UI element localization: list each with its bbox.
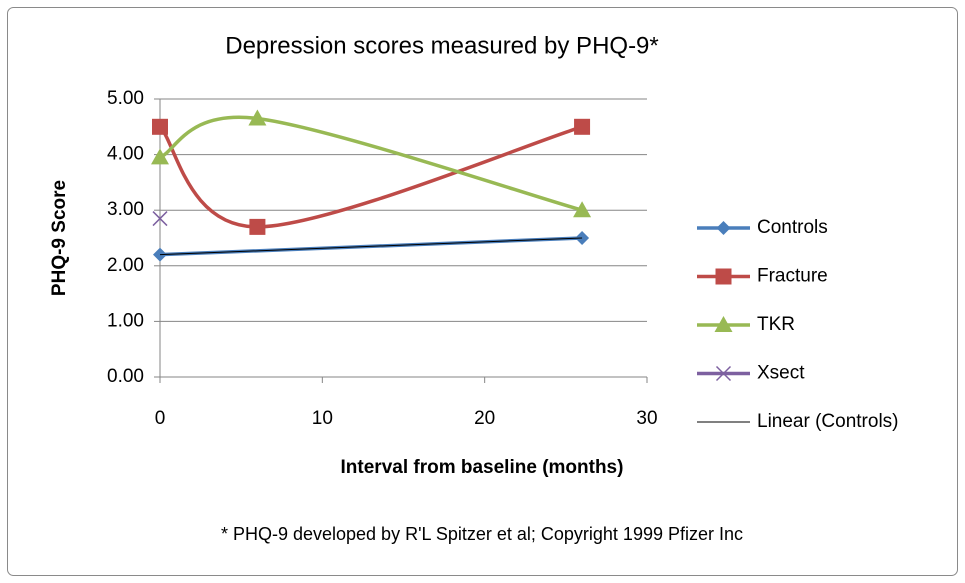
y-tick-label: 0.00 [107, 366, 144, 387]
marker [248, 109, 267, 126]
legend-label: Xsect [757, 363, 805, 384]
y-tick-label: 2.00 [107, 255, 144, 276]
marker [573, 201, 592, 218]
marker [152, 118, 168, 135]
marker [715, 365, 732, 382]
x-tick-label: 10 [312, 408, 333, 429]
legend-label: Fracture [757, 266, 828, 287]
footnote: * PHQ-9 developed by R'L Spitzer et al; … [221, 524, 743, 544]
legend-label: TKR [757, 314, 795, 335]
marker [714, 316, 733, 332]
marker [249, 218, 266, 235]
x-tick-label: 0 [155, 408, 166, 429]
marker [716, 221, 731, 235]
marker [574, 118, 591, 135]
x-tick-label: 20 [474, 408, 495, 429]
marker [715, 268, 732, 285]
series-line [158, 125, 583, 229]
marker [152, 211, 168, 227]
legend-label: Linear (Controls) [757, 411, 899, 432]
chart-frame [7, 7, 958, 576]
legend-label: Controls [757, 217, 828, 238]
y-tick-label: 3.00 [107, 199, 144, 220]
y-tick-label: 4.00 [107, 144, 144, 165]
marker [151, 148, 169, 165]
y-tick-label: 1.00 [107, 310, 144, 331]
y-tick-label: 5.00 [107, 88, 144, 109]
x-axis-label: Interval from baseline (months) [341, 457, 624, 478]
series-line [159, 115, 583, 212]
y-axis-label: PHQ-9 Score [49, 180, 70, 296]
chart-title: Depression scores measured by PHQ-9* [225, 32, 659, 59]
series-line [159, 237, 583, 256]
x-tick-label: 30 [636, 408, 657, 429]
